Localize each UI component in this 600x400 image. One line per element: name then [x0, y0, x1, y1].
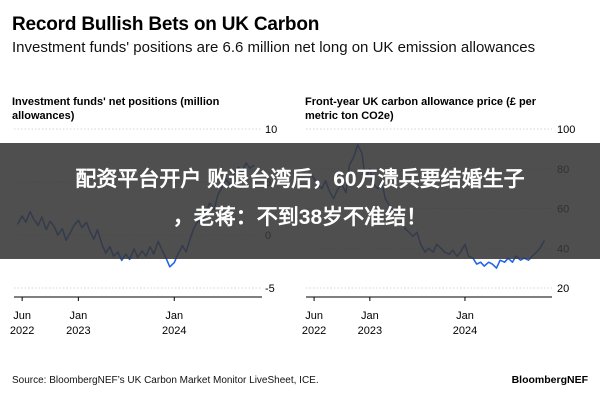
x-tick-label: Jun — [13, 310, 31, 322]
brand-logo: BloombergNEF — [511, 374, 588, 386]
x-tick-label: 2024 — [162, 325, 186, 337]
overlay-banner: 配资平台开户 败退台湾后，60万溃兵要结婚生子 ，老蒋：不到38岁不准结！ — [0, 143, 600, 259]
x-tick-label: Jan — [361, 310, 379, 322]
overlay-text: 配资平台开户 败退台湾后，60万溃兵要结婚生子 ，老蒋：不到38岁不准结！ — [0, 161, 600, 237]
chart-subtitle: Investment funds' positions are 6.6 mill… — [12, 39, 536, 56]
overlay-line-2: ，老蒋：不到38岁不准结！ — [172, 206, 428, 229]
x-tick-label: 2024 — [453, 325, 477, 337]
panel-title-allowance-price: Front-year UK carbon allowance price (£ … — [305, 96, 537, 122]
x-tick-label: 2022 — [302, 325, 326, 337]
y-tick-label: 20 — [557, 283, 569, 295]
chart-title: Record Bullish Bets on UK Carbon — [12, 14, 320, 35]
x-tick-label: 2022 — [10, 325, 34, 337]
panel-title-net-positions: Investment funds' net positions (million… — [12, 96, 220, 122]
x-tick-label: Jan — [69, 310, 87, 322]
y-tick-label: 10 — [265, 124, 277, 136]
y-tick-label: 100 — [557, 124, 575, 136]
x-tick-label: Jun — [305, 310, 323, 322]
x-tick-label: 2023 — [358, 325, 382, 337]
x-tick-label: 2023 — [66, 325, 90, 337]
y-tick-label: -5 — [265, 283, 275, 295]
overlay-line-1: 配资平台开户 败退台湾后，60万溃兵要结婚生子 — [75, 168, 525, 191]
x-tick-label: Jan — [165, 310, 183, 322]
x-tick-label: Jan — [456, 310, 474, 322]
source-note: Source: BloombergNEF’s UK Carbon Market … — [12, 375, 319, 386]
